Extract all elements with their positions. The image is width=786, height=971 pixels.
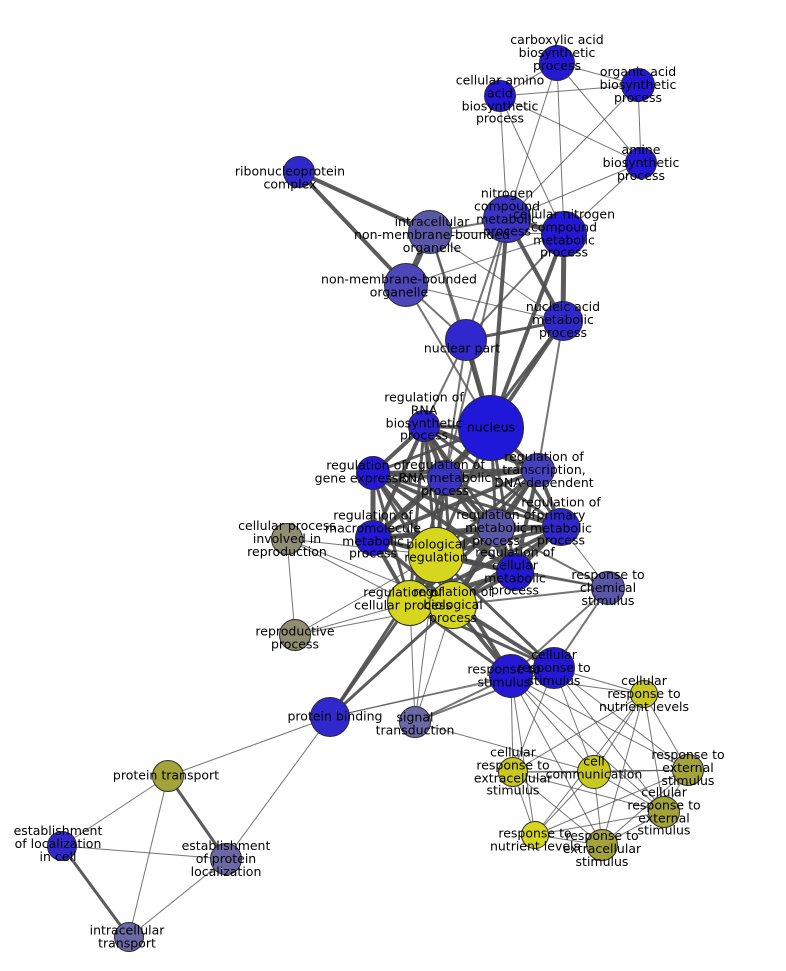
- graph-node-protein-transport[interactable]: [152, 760, 184, 792]
- graph-node-regulation-of-rna-metabolic-process[interactable]: [427, 460, 463, 496]
- graph-node-cellular-nitrogen-compound-metabolic-process[interactable]: [541, 211, 587, 257]
- graph-node-intracellular-transport[interactable]: [114, 922, 144, 952]
- graph-node-establishment-of-protein-localization[interactable]: [210, 843, 242, 875]
- graph-node-regulation-of-cellular-metabolic-process[interactable]: [496, 553, 534, 591]
- graph-node-biological-regulation[interactable]: [408, 527, 464, 583]
- graph-node-nuclear-part[interactable]: [445, 319, 487, 361]
- graph-node-regulation-of-transcription-dna-dependent[interactable]: [521, 453, 555, 487]
- graph-node-organic-acid-biosynthetic-process[interactable]: [621, 68, 655, 102]
- graph-node-regulation-of-rna-biosynthetic-process[interactable]: [408, 410, 440, 442]
- graph-node-regulation-of-cellular-process[interactable]: [387, 580, 433, 626]
- graph-node-cellular-response-to-external-stimulus[interactable]: [648, 796, 680, 828]
- graph-node-nitrogen-compound-metabolic-process[interactable]: [483, 195, 531, 243]
- graph-node-cellular-response-to-nutrient-levels[interactable]: [630, 680, 658, 708]
- graph-node-establishment-of-localization-in-cell[interactable]: [47, 831, 77, 861]
- graph-node-regulation-of-gene-expression[interactable]: [356, 456, 390, 490]
- graph-node-response-to-nutrient-levels[interactable]: [521, 821, 549, 849]
- graph-node-carboxylic-acid-biosynthetic-process[interactable]: [539, 45, 575, 81]
- graph-node-cellular-response-to-extracellular-stimulus[interactable]: [498, 757, 528, 787]
- graph-node-response-to-chemical-stimulus[interactable]: [591, 571, 625, 605]
- graph-node-response-to-stimulus[interactable]: [489, 654, 533, 698]
- graph-node-cellular-response-to-stimulus[interactable]: [533, 647, 575, 689]
- graph-node-regulation-of-metabolic-process[interactable]: [477, 509, 515, 547]
- graph-node-cellular-amino-acid-biosynthetic-process[interactable]: [484, 80, 516, 112]
- graph-node-cellular-process-involved-in-reproduction[interactable]: [271, 523, 303, 555]
- graph-node-cell-communication[interactable]: [577, 755, 611, 789]
- graph-node-reproductive-process[interactable]: [279, 619, 311, 651]
- graph-node-regulation-of-primary-metabolic-process[interactable]: [542, 508, 580, 546]
- graph-node-nucleic-acid-metabolic-process[interactable]: [543, 301, 583, 341]
- graph-node-regulation-of-biological-process[interactable]: [429, 581, 477, 629]
- graph-node-regulation-of-macromolecule-metabolic-process[interactable]: [355, 520, 391, 556]
- graph-node-signal-transduction[interactable]: [399, 706, 431, 738]
- graph-node-nucleus[interactable]: [458, 395, 524, 461]
- graph-node-amine-biosynthetic-process[interactable]: [625, 147, 657, 179]
- graph-node-protein-binding[interactable]: [310, 697, 350, 737]
- graph-node-response-to-extracellular-stimulus[interactable]: [586, 829, 618, 861]
- graph-node-non-membrane-bounded-organelle[interactable]: [384, 263, 428, 307]
- graph-node-intracellular-non-membrane-bounded-organelle[interactable]: [408, 210, 452, 254]
- graph-node-ribonucleoprotein-complex[interactable]: [283, 156, 315, 188]
- graph-node-response-to-external-stimulus[interactable]: [672, 754, 704, 786]
